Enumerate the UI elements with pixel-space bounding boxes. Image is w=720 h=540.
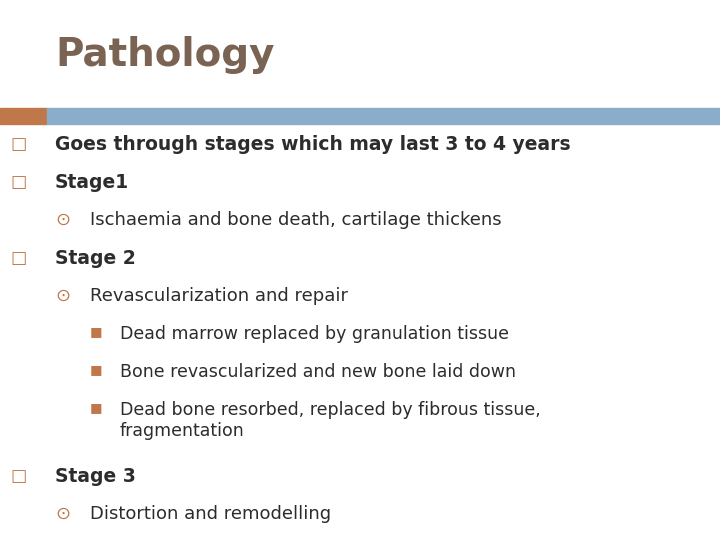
Text: Stage1: Stage1: [55, 173, 129, 192]
Text: ■: ■: [90, 325, 102, 338]
Text: Stage 2: Stage 2: [55, 249, 136, 268]
Text: □: □: [10, 467, 27, 485]
Text: Pathology: Pathology: [55, 36, 274, 74]
Text: □: □: [10, 249, 27, 267]
Text: ⊙: ⊙: [55, 505, 70, 523]
Text: ⊙: ⊙: [55, 287, 70, 305]
Text: Ischaemia and bone death, cartilage thickens: Ischaemia and bone death, cartilage thic…: [90, 211, 502, 229]
Text: Bone revascularized and new bone laid down: Bone revascularized and new bone laid do…: [120, 363, 516, 381]
Text: Dead marrow replaced by granulation tissue: Dead marrow replaced by granulation tiss…: [120, 325, 509, 343]
Text: Dead bone resorbed, replaced by fibrous tissue,
fragmentation: Dead bone resorbed, replaced by fibrous …: [120, 401, 541, 440]
Text: Distortion and remodelling: Distortion and remodelling: [90, 505, 331, 523]
Text: ■: ■: [90, 401, 102, 414]
Text: ■: ■: [90, 363, 102, 376]
Text: Stage 3: Stage 3: [55, 467, 136, 486]
Text: Goes through stages which may last 3 to 4 years: Goes through stages which may last 3 to …: [55, 135, 571, 154]
Bar: [0, 108, 47, 124]
Text: ⊙: ⊙: [55, 211, 70, 229]
Bar: [47, 108, 720, 124]
Text: □: □: [10, 135, 27, 153]
Text: □: □: [10, 173, 27, 191]
Text: Revascularization and repair: Revascularization and repair: [90, 287, 348, 305]
